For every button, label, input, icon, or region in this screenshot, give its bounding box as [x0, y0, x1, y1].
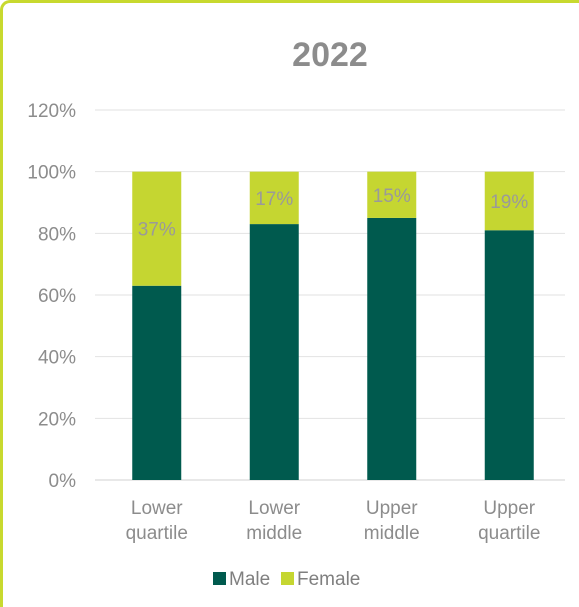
chart-title: 2022 [292, 36, 368, 74]
y-tick-label: 120% [27, 101, 76, 122]
y-tick-label: 40% [38, 348, 76, 369]
data-labels: 37% 17% 15% 19% [138, 186, 529, 241]
data-label: 19% [490, 192, 528, 213]
x-tick-label: Upper [483, 498, 535, 519]
y-tick-label: 0% [49, 471, 77, 492]
bar-male [132, 285, 182, 480]
data-label: 15% [373, 186, 411, 207]
x-tick-label: Lower [248, 498, 300, 519]
legend-swatch-female [281, 572, 294, 585]
x-tick-label: Upper [366, 498, 418, 519]
bar-female [367, 171, 417, 218]
bars [132, 171, 534, 480]
bar-female [249, 171, 299, 225]
y-tick-label: 80% [38, 224, 76, 245]
x-tick-label: middle [246, 523, 302, 544]
legend-swatch-male [213, 572, 226, 585]
x-tick-label: quartile [126, 523, 188, 544]
x-tick-label: middle [364, 523, 420, 544]
y-tick-label: 100% [27, 163, 76, 184]
legend-label-female: Female [297, 569, 360, 590]
y-tick-label: 60% [38, 286, 76, 307]
bar-male [367, 217, 417, 480]
data-label: 37% [138, 220, 176, 241]
y-tick-label: 20% [38, 409, 76, 430]
x-tick-label: quartile [478, 523, 540, 544]
data-label: 17% [255, 189, 293, 210]
legend: Male Female [213, 569, 360, 590]
bar-male [249, 224, 299, 480]
y-axis: 0% 20% 40% 60% 80% 100% 120% [27, 101, 76, 492]
bar-male [484, 230, 534, 480]
x-axis: Lower quartile Lower middle Upper middle Upper… [126, 498, 541, 544]
bar-female [484, 171, 534, 231]
legend-label-male: Male [229, 569, 270, 590]
x-tick-label: Lower [131, 498, 183, 519]
bar-female [132, 171, 182, 286]
